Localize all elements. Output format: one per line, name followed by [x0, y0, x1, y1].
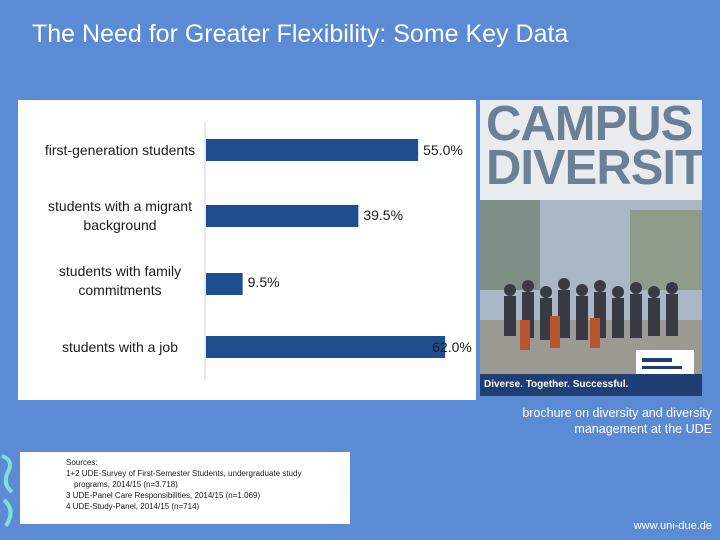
footer-url: www.uni-due.de [633, 520, 712, 532]
value-label-family-commitments: 9.5% [247, 274, 280, 290]
brochure-cover: CAMPUS DIVERSITY Diverse. Together. Suc [480, 100, 702, 396]
sources-box: Sources: 1+2 UDE-Survey of First-Semeste… [20, 452, 350, 524]
bar-migrant-background [206, 205, 359, 227]
source-line-2: programs, 2014/15 (n=3.718) [74, 480, 178, 489]
bar-job [206, 336, 446, 358]
decorative-swirl-icon [1, 454, 14, 528]
bar-first-generation [206, 139, 419, 161]
brochure-title: CAMPUS DIVERSITY [486, 100, 702, 195]
source-line-1: 1+2 UDE-Survey of First-Semester Student… [66, 469, 302, 478]
source-line-3: 3 UDE-Panel Care Responsibilities, 2014/… [66, 491, 261, 500]
brochure-title-line2: DIVERSITY [486, 141, 702, 195]
bar-family-commitments [206, 273, 243, 295]
category-label-migrant-background: students with a migrant background [48, 198, 192, 233]
brochure-tagline: Diverse. Together. Successful. [480, 374, 702, 396]
bar-chart: first-generation students students with … [18, 100, 476, 400]
sources-heading: Sources: [66, 458, 98, 467]
slide-title: The Need for Greater Flexibility: Some K… [32, 20, 569, 48]
brochure-title-line1: CAMPUS [486, 100, 693, 151]
group-photo-image [480, 200, 702, 396]
category-label-family-commitments: students with family commitments [58, 263, 182, 298]
bar-chart-svg [204, 122, 446, 380]
brochure-caption: brochure on diversity and diversity mana… [522, 406, 712, 436]
source-line-4: 4 UDE-Study-Panel, 2014/15 (n=714) [66, 502, 200, 511]
category-label-first-generation: first-generation students [44, 142, 196, 158]
value-label-first-generation: 55.0% [423, 142, 463, 158]
value-label-job: 62.0% [432, 339, 472, 355]
category-label-job: students with a job [62, 339, 178, 355]
value-label-migrant-background: 39.5% [363, 207, 404, 223]
